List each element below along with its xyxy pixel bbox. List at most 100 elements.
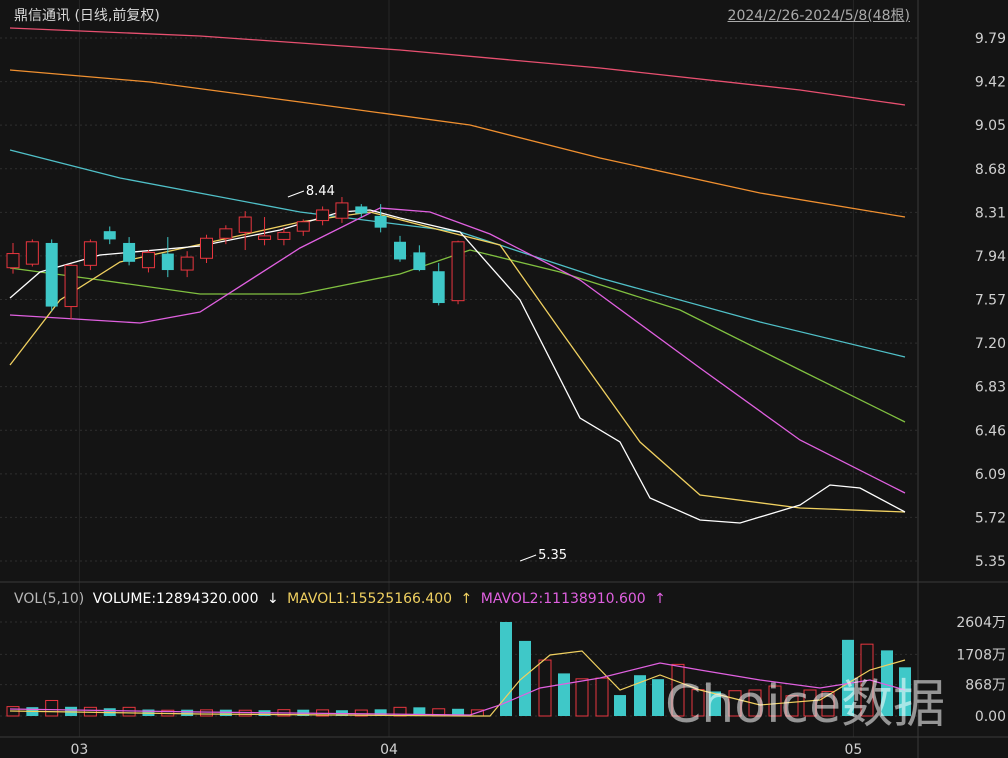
ma20-line bbox=[9, 207, 906, 494]
volume-bar bbox=[728, 690, 742, 717]
candle bbox=[296, 219, 310, 236]
mavol2-up-arrow: ↑ bbox=[654, 591, 666, 607]
volume-bar bbox=[803, 689, 817, 717]
moving-average-lines bbox=[9, 27, 906, 524]
price-axis-labels: 9.79 9.42 9.05 8.68 8.31 7.94 7.57 7.20 6.83 6.46… bbox=[975, 31, 1006, 570]
volume-value: VOLUME:12894320.000 bbox=[92, 591, 259, 607]
candlesticks bbox=[6, 197, 465, 320]
candle bbox=[180, 251, 194, 278]
volume-down-arrow: ↓ bbox=[266, 591, 279, 607]
mavol2-value: MAVOL2:11138910.600 bbox=[480, 591, 646, 607]
volume-bar bbox=[181, 709, 194, 716]
candle bbox=[103, 226, 116, 245]
volume-bar bbox=[575, 678, 589, 717]
candle bbox=[238, 211, 252, 251]
annotation: 5.35 bbox=[519, 548, 567, 563]
candle bbox=[141, 250, 155, 273]
candle bbox=[451, 240, 465, 305]
ma120-line bbox=[9, 69, 906, 218]
price-tick-label: 9.42 bbox=[975, 75, 1006, 91]
volume-bar bbox=[768, 685, 782, 717]
candle bbox=[123, 237, 136, 266]
price-tick-label: 5.35 bbox=[975, 554, 1006, 570]
candle bbox=[413, 245, 426, 272]
price-annotations: 8.44 5.35 bbox=[287, 184, 567, 563]
volume-bar bbox=[595, 677, 609, 717]
volume-bar bbox=[842, 639, 854, 716]
candle bbox=[258, 217, 272, 246]
volume-tick-label: 0.00 bbox=[975, 709, 1006, 725]
annotation: 8.44 bbox=[287, 184, 335, 199]
price-tick-label: 6.83 bbox=[975, 380, 1006, 396]
date-range-link[interactable]: 2024/2/26-2024/5/8(48根) bbox=[727, 8, 910, 24]
volume-bar bbox=[200, 709, 213, 717]
volume-tick-label: 1708万 bbox=[956, 647, 1006, 663]
candle bbox=[316, 206, 330, 226]
volume-bar bbox=[671, 663, 685, 717]
candle bbox=[45, 239, 58, 312]
volume-bar bbox=[374, 709, 387, 716]
price-tick-label: 9.05 bbox=[975, 118, 1006, 134]
volume-bar bbox=[881, 650, 893, 716]
volume-bar bbox=[899, 667, 911, 716]
volume-bar bbox=[519, 640, 531, 716]
date-tick-label: 05 bbox=[844, 742, 862, 758]
candle bbox=[335, 197, 349, 223]
candle bbox=[394, 235, 406, 262]
candle bbox=[161, 237, 174, 278]
candle bbox=[25, 239, 39, 267]
volume-bar bbox=[634, 675, 646, 716]
volume-tick-label: 2604万 bbox=[956, 615, 1006, 631]
adjust-mode: (日线,前复权) bbox=[74, 8, 160, 24]
price-grid bbox=[0, 0, 918, 737]
ma250-line bbox=[9, 27, 906, 106]
candle bbox=[432, 262, 445, 306]
volume-bar bbox=[45, 699, 59, 717]
candle bbox=[64, 264, 78, 320]
annotation-label: 8.44 bbox=[306, 184, 335, 199]
date-axis-labels: 03 04 05 bbox=[70, 742, 862, 758]
volume-bar bbox=[748, 689, 762, 717]
price-tick-label: 6.46 bbox=[975, 423, 1006, 439]
candle bbox=[200, 234, 213, 263]
price-tick-label: 6.09 bbox=[975, 467, 1006, 483]
volume-bar bbox=[413, 707, 426, 716]
candle bbox=[355, 204, 368, 218]
chart-title: 鼎信通讯 (日线,前复权) bbox=[14, 5, 160, 25]
volume-bar bbox=[122, 706, 136, 717]
candle bbox=[219, 225, 233, 245]
annotation-label: 5.35 bbox=[538, 548, 567, 563]
volume-bar bbox=[652, 679, 664, 716]
date-tick-label: 04 bbox=[380, 742, 398, 758]
candle bbox=[6, 242, 20, 274]
volume-tick-label: 868万 bbox=[965, 678, 1006, 694]
candle bbox=[83, 239, 97, 271]
price-tick-label: 7.94 bbox=[975, 249, 1006, 265]
price-tick-label: 5.72 bbox=[975, 510, 1006, 526]
volume-bar bbox=[354, 709, 368, 717]
mavol1-up-arrow: ↑ bbox=[460, 591, 473, 607]
volume-bar bbox=[709, 691, 721, 716]
price-tick-label: 8.31 bbox=[975, 205, 1006, 221]
volume-bar bbox=[614, 695, 626, 716]
volume-info-bar: VOL(5,10) VOLUME:12894320.000 ↓ MAVOL1:1… bbox=[14, 591, 670, 607]
ma10-line bbox=[9, 211, 906, 513]
mavol1-line bbox=[9, 650, 906, 717]
vol-label: VOL(5,10) bbox=[14, 591, 85, 607]
price-tick-label: 9.79 bbox=[975, 31, 1006, 47]
price-tick-label: 7.57 bbox=[975, 293, 1006, 309]
volume-axis-labels: 2604万 1708万 868万 0.00 bbox=[956, 615, 1006, 725]
volume-grid bbox=[0, 621, 918, 717]
mavol1-value: MAVOL1:15525166.400 bbox=[287, 591, 453, 607]
stock-name: 鼎信通讯 bbox=[14, 8, 70, 24]
volume-average-lines bbox=[9, 650, 906, 717]
ma30-line bbox=[9, 249, 906, 423]
candle bbox=[277, 227, 291, 246]
volume-bar bbox=[558, 673, 570, 716]
volume-bar bbox=[452, 708, 465, 716]
candle bbox=[374, 204, 387, 233]
price-tick-label: 7.20 bbox=[975, 336, 1006, 352]
volume-bar bbox=[785, 695, 799, 717]
date-tick-label: 03 bbox=[70, 742, 88, 758]
